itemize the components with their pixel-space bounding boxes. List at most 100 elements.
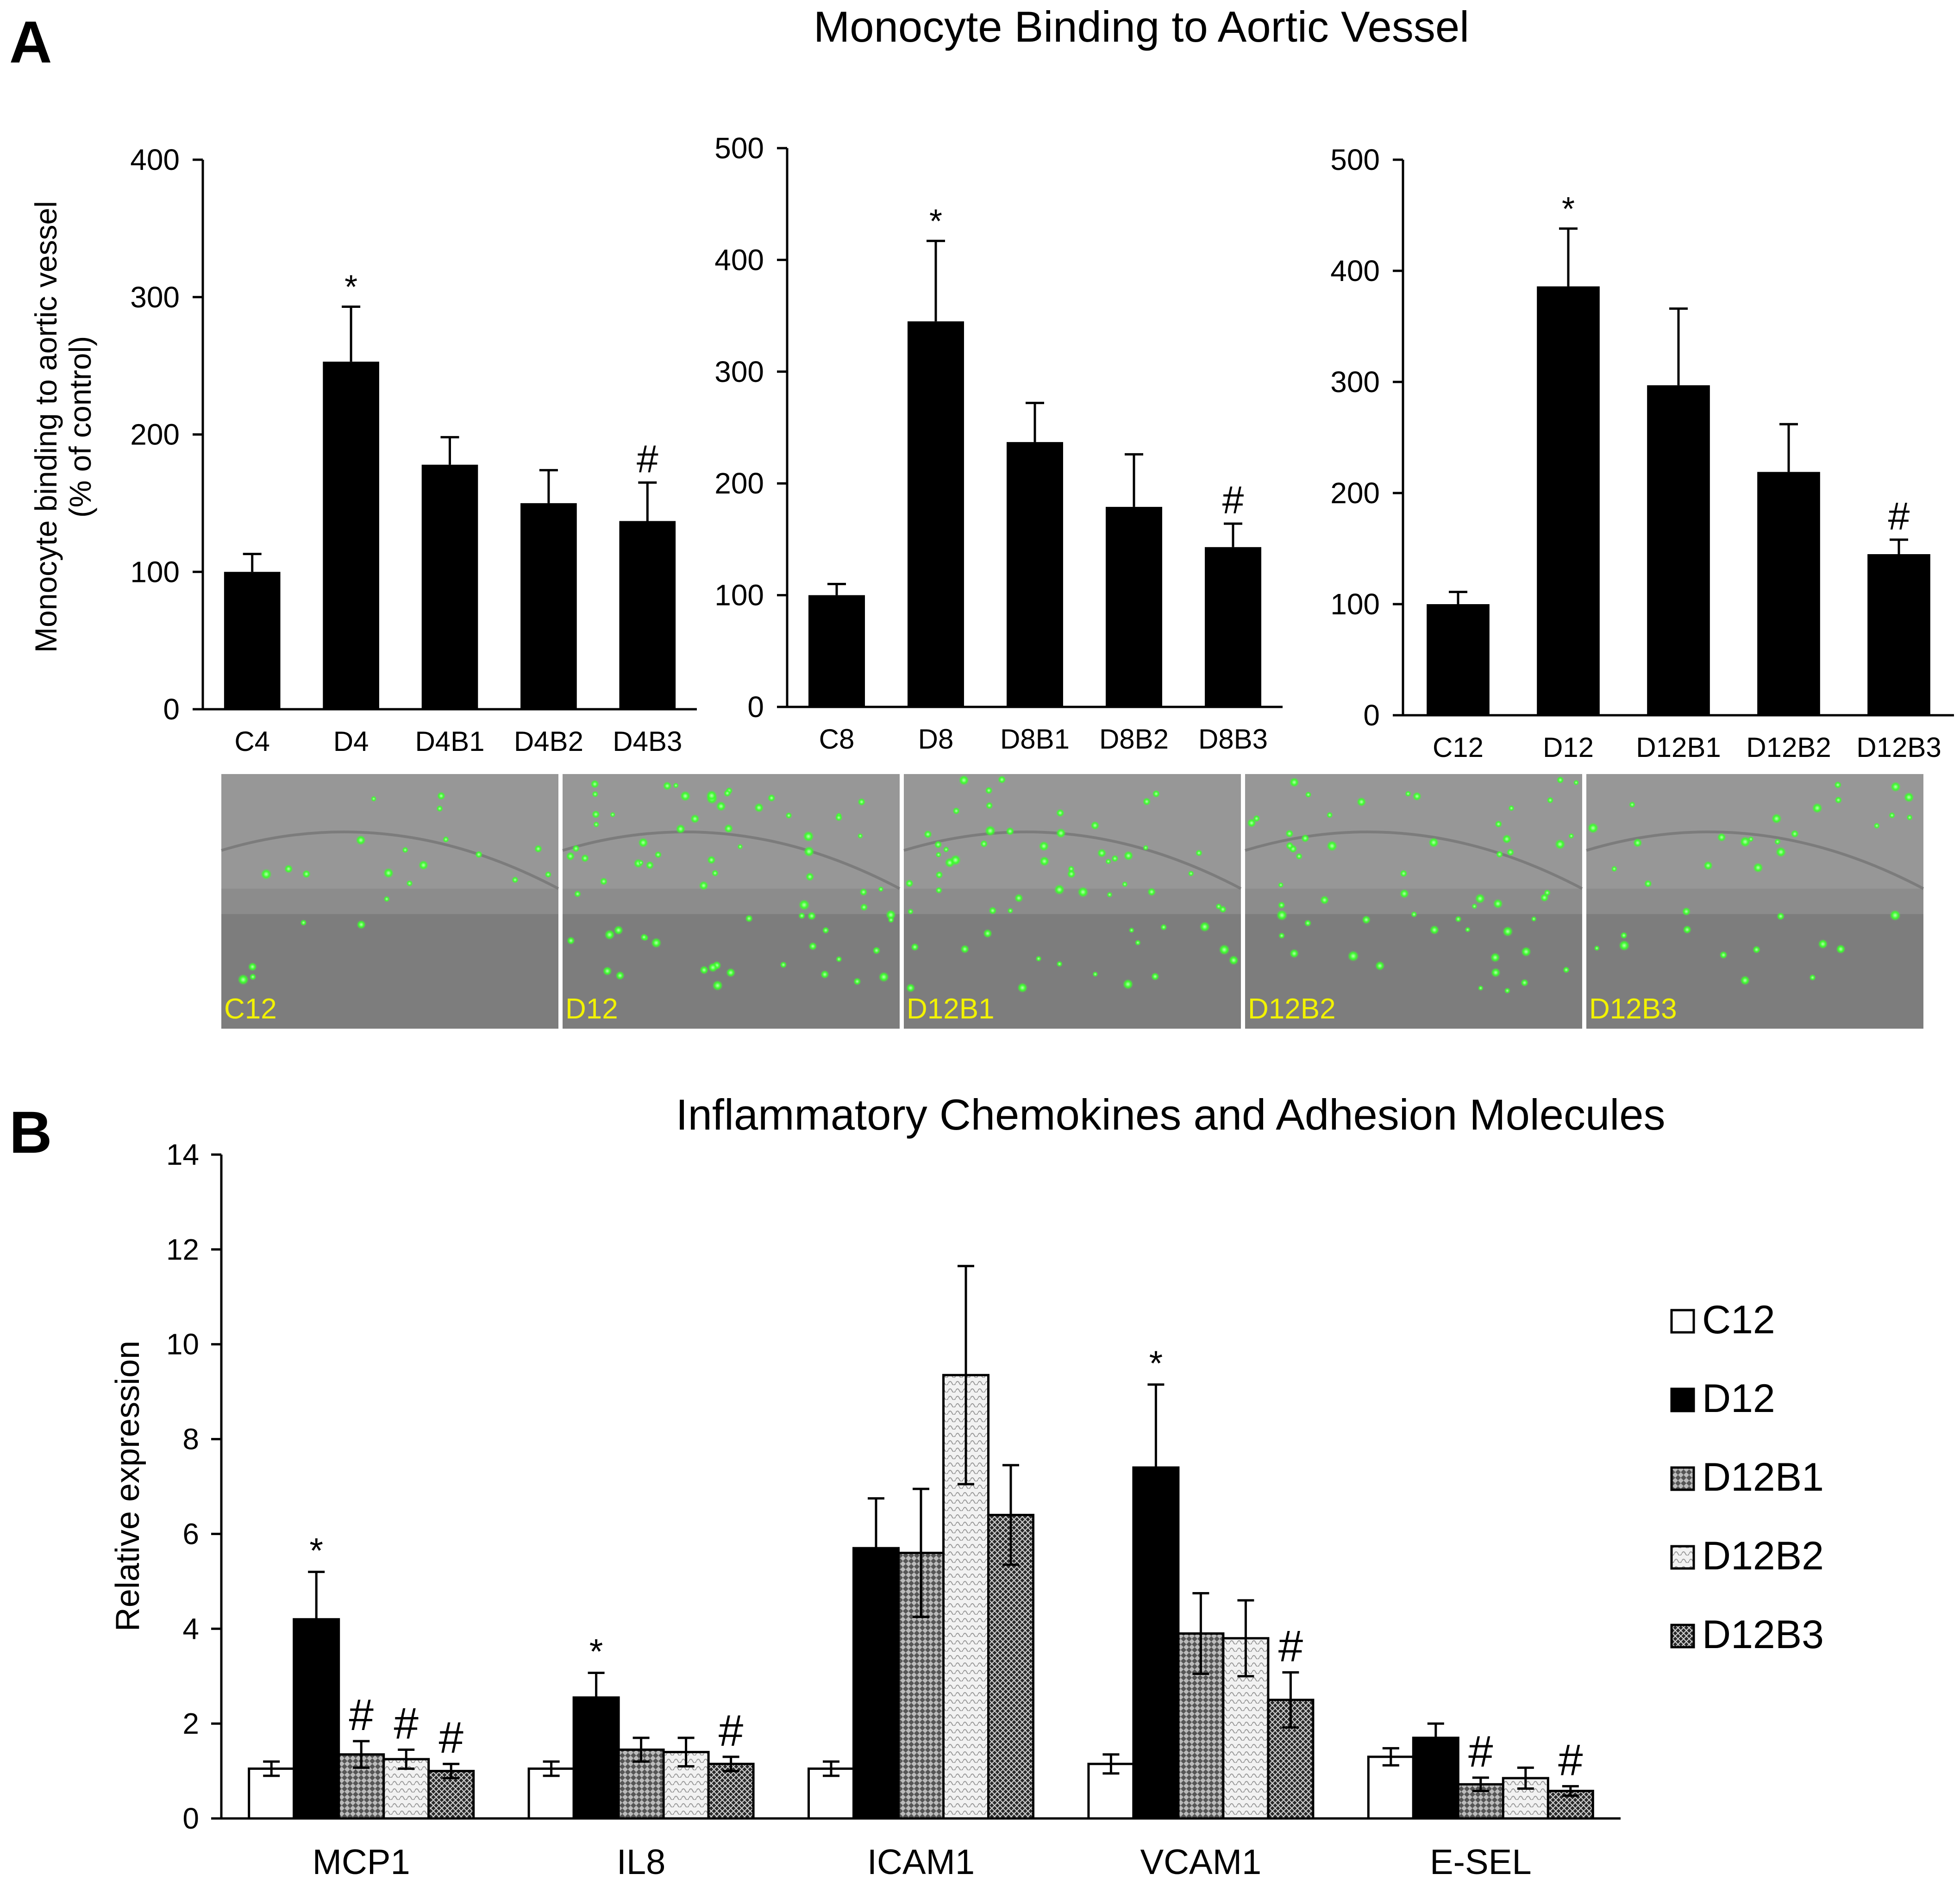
fluorescent-monocyte bbox=[1568, 833, 1574, 839]
fluorescent-monocyte bbox=[581, 854, 589, 862]
fluorescent-monocyte bbox=[1740, 836, 1751, 848]
x-tick-label: D4B3 bbox=[613, 726, 682, 757]
fluorescent-monocyte bbox=[356, 835, 366, 845]
fluorescent-monocyte bbox=[1199, 921, 1210, 932]
x-tick-label: D12 bbox=[1543, 732, 1594, 763]
micrograph-background bbox=[563, 774, 900, 1029]
fluorescent-monocyte bbox=[610, 812, 616, 818]
fluorescent-monocyte bbox=[261, 868, 272, 880]
fluorescent-monocyte bbox=[1276, 910, 1288, 921]
fluorescent-monocyte bbox=[370, 796, 377, 802]
fluorescent-monocyte bbox=[1906, 814, 1913, 821]
bar-D8B2 bbox=[1106, 506, 1162, 707]
fluorescent-monocyte bbox=[591, 810, 600, 818]
fluorescent-monocyte bbox=[1904, 792, 1914, 803]
fluorescent-monocyte bbox=[1556, 776, 1564, 784]
fluorescent-monocyte bbox=[1890, 781, 1901, 792]
y-tick-label: 8 bbox=[182, 1423, 199, 1456]
legend-label: D12B2 bbox=[1702, 1534, 1824, 1578]
bar-C12 bbox=[1427, 604, 1490, 715]
fluorescent-monocyte bbox=[383, 896, 390, 902]
fluorescent-monocyte bbox=[1587, 822, 1599, 834]
fluorescent-monocyte bbox=[1504, 987, 1511, 994]
fluorescent-monocyte bbox=[1143, 845, 1149, 851]
y-tick-label: 2 bbox=[182, 1707, 199, 1740]
fluorescent-monocyte bbox=[853, 977, 861, 986]
legend-swatch bbox=[1670, 1309, 1695, 1334]
panel-b-ylabel: Relative expression bbox=[109, 1341, 146, 1631]
bar-IL8-C12 bbox=[527, 1767, 575, 1820]
fluorescent-monocyte bbox=[534, 844, 543, 853]
fluorescent-monocyte bbox=[567, 937, 575, 945]
legend-item-D12: D12 bbox=[1670, 1376, 1775, 1421]
y-tick-label: 400 bbox=[714, 243, 764, 276]
fluorescent-monocyte bbox=[1836, 944, 1846, 954]
fluorescent-monocyte bbox=[1791, 830, 1799, 838]
fluorescent-monocyte bbox=[1506, 848, 1515, 856]
significance-star: * bbox=[309, 1531, 323, 1570]
fluorescent-monocyte bbox=[1633, 838, 1642, 848]
fluorescent-monocyte bbox=[1228, 955, 1239, 965]
micrograph-D12: D12 bbox=[562, 774, 901, 1029]
panel-a-letter: A bbox=[9, 9, 52, 75]
bar-D8 bbox=[908, 321, 964, 707]
fluorescent-monocyte bbox=[805, 872, 814, 881]
fluorescent-monocyte bbox=[1278, 882, 1284, 888]
fluorescent-monocyte bbox=[985, 802, 993, 810]
fluorescent-monocyte bbox=[1327, 840, 1338, 851]
legend-swatch bbox=[1670, 1387, 1695, 1412]
fluorescent-monocyte bbox=[723, 789, 731, 797]
fluorescent-monocyte bbox=[745, 914, 753, 923]
fluorescent-monocyte bbox=[835, 956, 842, 962]
fluorescent-monocyte bbox=[1039, 841, 1049, 851]
fluorescent-monocyte bbox=[1188, 870, 1194, 877]
fluorescent-monocyte bbox=[1219, 944, 1230, 955]
fluorescent-monocyte bbox=[935, 871, 943, 879]
fluorescent-monocyte bbox=[1277, 901, 1285, 909]
y-tick-label: 300 bbox=[714, 355, 764, 388]
fluorescent-monocyte bbox=[808, 942, 817, 950]
fluorescent-monocyte bbox=[980, 840, 988, 848]
significance-star: * bbox=[1562, 191, 1575, 228]
x-tick-label: D8B1 bbox=[1000, 724, 1070, 755]
micrograph-tissue-layer bbox=[1586, 914, 1923, 1029]
fluorescent-monocyte bbox=[1347, 950, 1359, 962]
bar-C8 bbox=[808, 595, 865, 707]
y-tick-label: 400 bbox=[130, 143, 180, 176]
fluorescent-monocyte bbox=[590, 780, 599, 788]
fluorescent-monocyte bbox=[707, 856, 716, 864]
fluorescent-monocyte bbox=[712, 980, 723, 991]
fluorescent-monocyte bbox=[1818, 939, 1828, 949]
fluorescent-monocyte bbox=[1111, 855, 1119, 862]
fluorescent-monocyte bbox=[383, 868, 394, 878]
x-tick-label: D12B3 bbox=[1856, 732, 1941, 763]
fluorescent-monocyte bbox=[1151, 972, 1159, 981]
fluorescent-monocyte bbox=[1554, 839, 1565, 850]
fluorescent-monocyte bbox=[726, 968, 736, 978]
fluorescent-monocyte bbox=[418, 860, 429, 870]
fluorescent-monocyte bbox=[1455, 916, 1462, 923]
fluorescent-monocyte bbox=[700, 965, 709, 974]
bar-D4B3 bbox=[619, 521, 676, 709]
fluorescent-monocyte bbox=[1611, 866, 1617, 872]
fluorescent-monocyte bbox=[1195, 849, 1202, 856]
significance-hash: # bbox=[637, 437, 658, 481]
y-tick-label: 10 bbox=[166, 1328, 199, 1361]
fluorescent-monocyte bbox=[1740, 975, 1750, 986]
fluorescent-monocyte bbox=[1134, 939, 1141, 946]
micrograph-strip: C12 D12 D12B1 D12B2 D12B3 bbox=[221, 774, 1924, 1029]
x-tick-label: D4B2 bbox=[514, 726, 583, 757]
fluorescent-monocyte bbox=[798, 912, 806, 919]
fluorescent-monocyte bbox=[1305, 791, 1312, 798]
fluorescent-monocyte bbox=[1400, 869, 1408, 878]
fluorescent-monocyte bbox=[592, 791, 599, 798]
micrograph-label: D12B1 bbox=[907, 993, 995, 1025]
fluorescent-monocyte bbox=[888, 917, 895, 923]
fluorescent-monocyte bbox=[1007, 907, 1014, 914]
fluorescent-monocyte bbox=[1092, 971, 1098, 977]
legend-item-D12B3: D12B3 bbox=[1670, 1612, 1824, 1657]
fluorescent-monocyte bbox=[1508, 805, 1515, 812]
fluorescent-monocyte bbox=[406, 880, 413, 887]
fluorescent-monocyte bbox=[1594, 945, 1600, 951]
